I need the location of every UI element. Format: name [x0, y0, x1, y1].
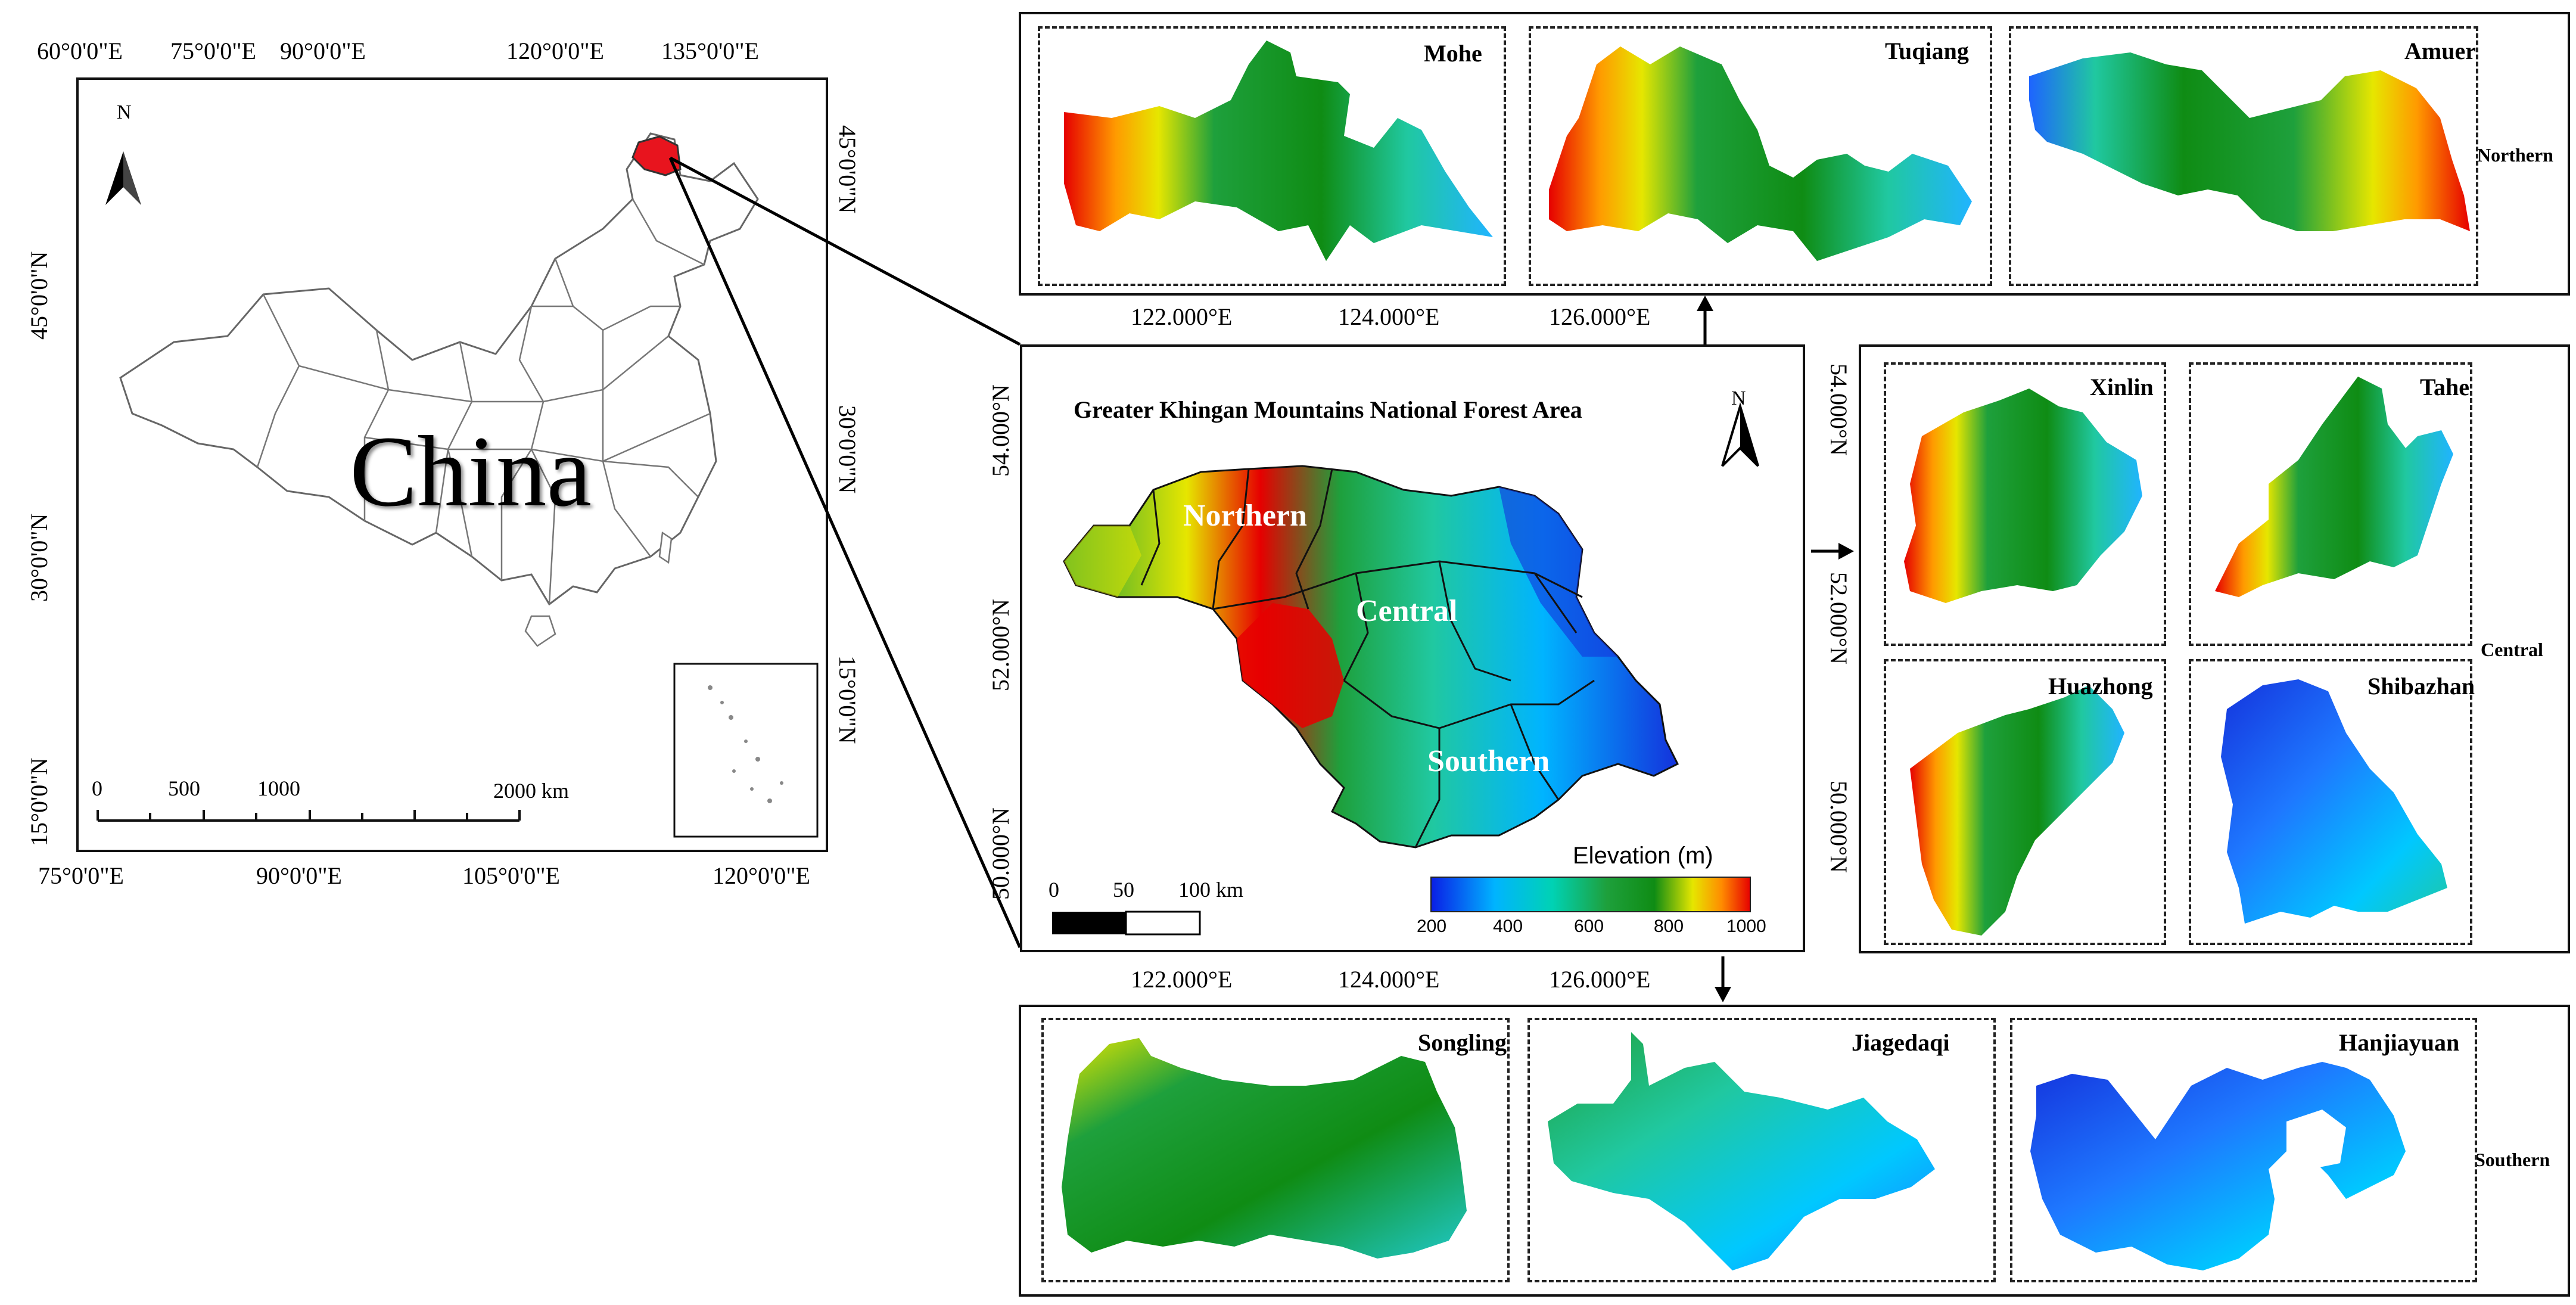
subarea-shibazhan: Shibazhan [2189, 659, 2475, 945]
xinlin-label: Xinlin [2090, 374, 2154, 400]
subarea-tahe: Tahe [2189, 362, 2472, 646]
center-scale-50: 50 [1113, 878, 1134, 902]
mohe-dem [1064, 41, 1493, 261]
subarea-huazhong: Huazhong [1884, 659, 2166, 945]
china-top-lon-1: 75°0'0"E [170, 38, 256, 64]
songling-dem [1062, 1038, 1467, 1259]
north-arrow-icon [105, 151, 141, 205]
forest-area-map: Northern Central Southern [1052, 465, 1751, 936]
north-arrow-icon [1721, 402, 1759, 467]
northern-group-label: Northern [2477, 144, 2553, 166]
jiagedaqi-label: Jiagedaqi [1852, 1029, 1950, 1056]
center-top-lon-0: 122.000°E [1131, 303, 1233, 330]
legend-tick-1000: 1000 [1726, 916, 1766, 936]
tuqiang-dem [1549, 46, 1972, 261]
china-left-lat-0: 45°0'0"N [26, 251, 52, 340]
center-left-lat-1: 52.000°N [987, 599, 1014, 691]
center-scale-100: 100 km [1178, 878, 1244, 902]
china-top-lon-2: 90°0'0"E [280, 38, 366, 64]
china-top-lon-4: 135°0'0"E [661, 38, 759, 64]
china-bottom-lon-3: 120°0'0"E [713, 862, 810, 889]
huazhong-label: Huazhong [2048, 673, 2153, 700]
center-right-lat-2: 50.000°N [1825, 781, 1852, 873]
scale-0: 0 [92, 776, 102, 800]
center-top-lon-1: 124.000°E [1338, 303, 1440, 330]
china-left-lat-1: 30°0'0"N [26, 513, 52, 602]
legend-tick-600: 600 [1574, 916, 1604, 936]
center-scale-0: 0 [1049, 878, 1059, 902]
jiagedaqi-dem [1548, 1032, 1935, 1270]
huazhong-dem [1910, 685, 2124, 936]
subarea-hanjiayuan: Hanjiayuan [2010, 1018, 2477, 1282]
china-top-lon-0: 60°0'0"E [37, 38, 123, 64]
forest-area-title: Greater Khingan Mountains National Fores… [1074, 396, 1582, 423]
china-map-panel: N China 0 500 1000 2000 km [76, 77, 828, 852]
china-bottom-lon-0: 75°0'0"E [38, 862, 124, 889]
central-group-label: Central [2481, 639, 2543, 660]
center-right-lat-0: 54.000°N [1825, 363, 1852, 456]
china-map-label: China [350, 415, 592, 527]
center-bottom-lon-0: 122.000°E [1131, 966, 1233, 993]
amuer-label: Amuer [2404, 38, 2476, 64]
center-north-label: N [1731, 387, 1746, 409]
center-bottom-lon-2: 126.000°E [1549, 966, 1651, 993]
tuqiang-label: Tuqiang [1885, 38, 1969, 64]
region-southern: Southern [1427, 744, 1550, 778]
forest-area-panel: Northern Central Southern N Greater Khin… [1020, 344, 1805, 952]
china-bottom-lon-2: 105°0'0"E [462, 862, 560, 889]
subarea-jiagedaqi: Jiagedaqi [1527, 1018, 1996, 1282]
north-label: N [117, 101, 132, 123]
scale-500: 500 [168, 776, 200, 800]
tahe-label: Tahe [2420, 374, 2470, 400]
center-left-lat-2: 50.000°N [987, 807, 1014, 900]
china-right-lat-1: 30°0'0"N [834, 405, 861, 494]
subarea-mohe: Mohe [1038, 26, 1506, 286]
legend-title: Elevation (m) [1573, 843, 1713, 869]
center-bottom-lon-1: 124.000°E [1338, 966, 1440, 993]
legend-tick-800: 800 [1654, 916, 1684, 936]
amuer-dem [2029, 52, 2470, 231]
xinlin-dem [1904, 389, 2142, 603]
center-left-lat-0: 54.000°N [987, 384, 1014, 477]
southern-group-label: Southern [2475, 1149, 2550, 1170]
subarea-amuer: Amuer [2009, 26, 2478, 286]
subarea-tuqiang: Tuqiang [1529, 26, 1992, 286]
subarea-xinlin: Xinlin [1884, 362, 2166, 646]
hanjiayuan-dem [2030, 1062, 2406, 1270]
subarea-songling: Songling [1041, 1018, 1510, 1282]
songling-label: Songling [1418, 1029, 1507, 1056]
legend-tick-400: 400 [1493, 916, 1523, 936]
scale-2000: 2000 km [493, 779, 570, 803]
legend-tick-200: 200 [1417, 916, 1447, 936]
china-bottom-lon-1: 90°0'0"E [256, 862, 342, 889]
scale-1000: 1000 [257, 776, 300, 800]
center-top-lon-2: 126.000°E [1549, 303, 1651, 330]
tahe-dem [2215, 377, 2453, 597]
shibazhan-dem [2221, 679, 2447, 924]
region-central: Central [1356, 594, 1457, 628]
center-right-lat-1: 52.000°N [1825, 572, 1852, 664]
china-left-lat-2: 15°0'0"N [26, 757, 52, 846]
hanjiayuan-label: Hanjiayuan [2339, 1029, 2460, 1056]
mohe-label: Mohe [1424, 40, 1482, 67]
china-right-lat-0: 45°0'0"N [834, 125, 861, 214]
shibazhan-label: Shibazhan [2367, 673, 2475, 700]
china-top-lon-3: 120°0'0"E [506, 38, 604, 64]
region-northern: Northern [1183, 499, 1307, 533]
china-right-lat-2: 15°0'0"N [834, 655, 861, 744]
